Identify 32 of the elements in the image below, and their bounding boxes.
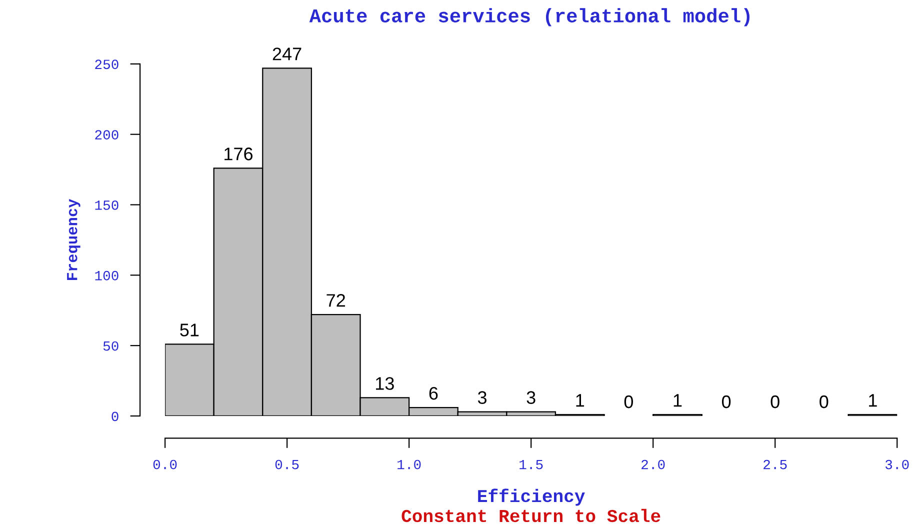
y-tick-label: 0 [112,412,118,422]
x-axis-title: Efficiency [478,488,585,506]
x-tick-label: 2.0 [642,460,665,470]
data-label: 0 [770,395,780,408]
data-label: 13 [376,377,394,390]
y-tick-label: 100 [95,270,118,280]
x-tick-label: 0.0 [153,460,177,470]
x-tick-label: 1.5 [520,460,543,470]
y-tick-label: 50 [103,341,118,351]
x-tick-label: 0.5 [275,460,299,470]
y-tick-label: 150 [95,200,118,210]
data-label: 1 [576,394,584,407]
data-label: 3 [478,391,486,404]
y-tick-label: 200 [95,130,118,140]
chart-title: Acute care services (relational model) [309,8,750,26]
data-label: 0 [624,395,633,408]
data-label: 0 [722,395,731,408]
data-label: 247 [272,48,302,60]
data-label: 6 [429,386,438,400]
data-label: 1 [869,394,877,407]
data-label: 51 [180,324,199,336]
text: Constant Return to Scale [402,508,660,522]
data-label: 3 [526,391,536,404]
x-tick-label: 1.0 [398,460,421,470]
x-tick-label: 2.5 [764,460,787,470]
data-label: 176 [224,148,253,160]
x-tick-label: 3.0 [885,460,909,470]
y-tick-label: 250 [95,60,118,70]
data-label: 72 [326,294,345,307]
data-label: 1 [674,394,682,407]
y-axis-title: Frequency [67,198,80,280]
data-label: 0 [820,395,828,408]
